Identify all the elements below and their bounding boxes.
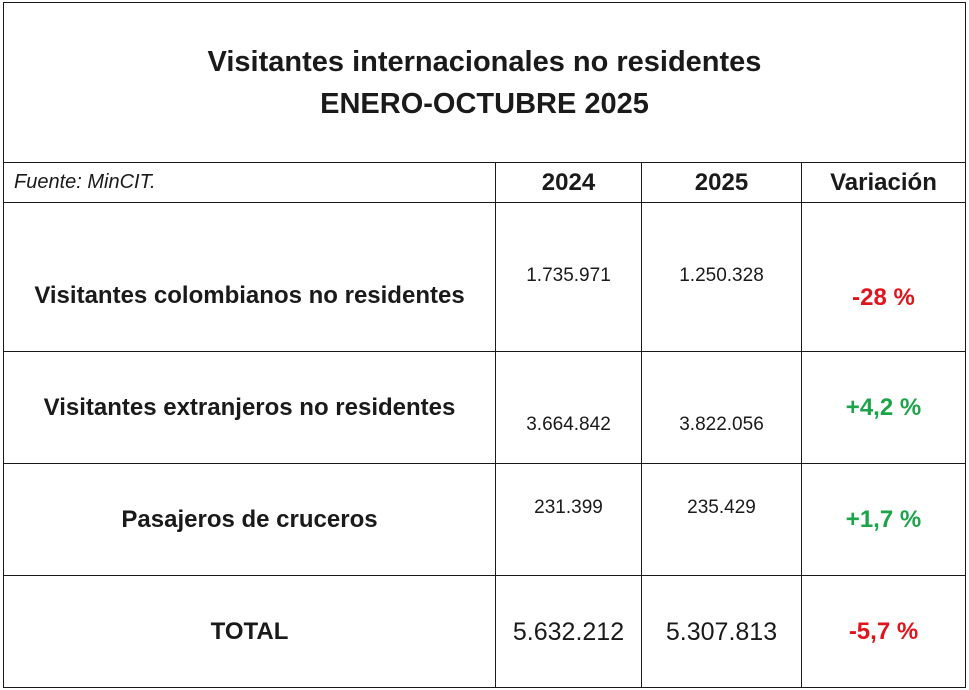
row-label-colombianos: Visitantes colombianos no residentes xyxy=(34,282,465,309)
divider xyxy=(4,202,965,203)
value-2024-cruceros: 231.399 xyxy=(534,497,603,518)
value-2025-total: 5.307.813 xyxy=(665,617,778,646)
variation-colombianos: -28 % xyxy=(852,284,915,311)
table-title: Visitantes internacionales no residentes… xyxy=(4,3,965,163)
divider xyxy=(495,162,496,688)
value-2025-cruceros: 235.429 xyxy=(687,497,756,518)
variation-extranjeros: +4,2 % xyxy=(845,394,922,421)
divider xyxy=(641,162,642,688)
column-header-2025: 2025 xyxy=(694,168,749,196)
divider xyxy=(4,162,965,163)
source-note: Fuente: MinCIT. xyxy=(14,171,156,193)
row-label-extranjeros: Visitantes extranjeros no residentes xyxy=(43,394,456,421)
data-table: Visitantes internacionales no residentes… xyxy=(3,2,966,688)
variation-cruceros: +1,7 % xyxy=(845,506,922,533)
column-header-2024: 2024 xyxy=(541,168,596,196)
row-label-cruceros: Pasajeros de cruceros xyxy=(121,506,378,533)
value-2024-colombianos: 1.735.971 xyxy=(526,265,611,286)
divider xyxy=(4,575,965,576)
divider xyxy=(4,463,965,464)
value-2024-total: 5.632.212 xyxy=(512,617,625,646)
variation-total: -5,7 % xyxy=(848,618,919,645)
title-line-2: ENERO-OCTUBRE 2025 xyxy=(320,88,649,120)
column-header-variation: Variación xyxy=(830,168,937,196)
title-line-1: Visitantes internacionales no residentes xyxy=(207,46,762,78)
value-2025-colombianos: 1.250.328 xyxy=(679,265,764,286)
row-label-total: TOTAL xyxy=(210,618,289,645)
divider xyxy=(4,351,965,352)
value-2025-extranjeros: 3.822.056 xyxy=(679,414,764,435)
divider xyxy=(801,162,802,688)
value-2024-extranjeros: 3.664.842 xyxy=(526,414,611,435)
